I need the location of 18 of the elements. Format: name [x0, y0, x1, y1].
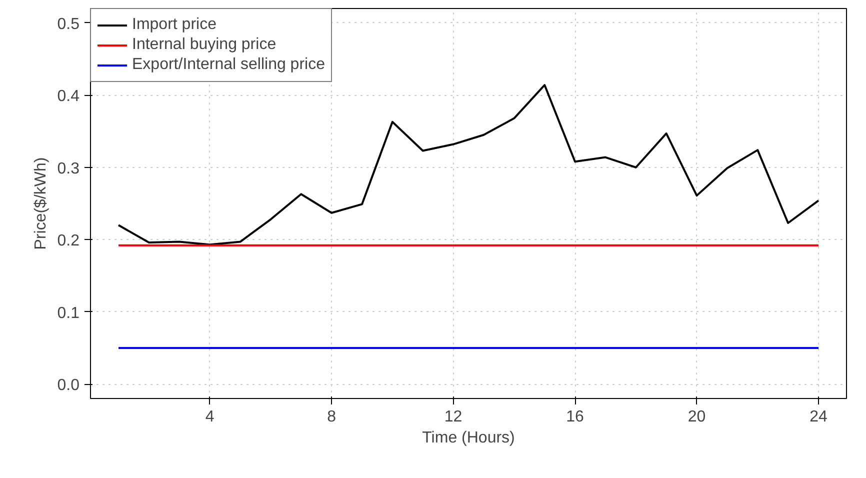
y-tick-label: 0.1: [57, 304, 80, 322]
y-tick-label: 0.2: [57, 232, 80, 250]
x-tick-label: 24: [810, 408, 828, 426]
x-tick-label: 8: [327, 408, 336, 426]
y-tick-label: 0.0: [57, 377, 80, 394]
y-tick-label: 0.4: [57, 88, 80, 106]
x-tick-label: 16: [566, 408, 584, 426]
x-axis-title: Time (Hours): [422, 430, 515, 446]
legend-label: Internal buying price: [132, 36, 276, 54]
x-tick-label: 12: [444, 408, 462, 426]
x-tick-label: 20: [688, 408, 706, 426]
legend-label: Import price: [132, 16, 216, 34]
legend-label: Export/Internal selling price: [132, 56, 325, 74]
y-tick-label: 0.5: [57, 16, 80, 33]
y-tick-label: 0.3: [57, 160, 80, 178]
y-axis-title: Price($/kWh): [32, 157, 50, 250]
line-series: [118, 84, 820, 246]
x-tick-label: 4: [205, 408, 214, 426]
